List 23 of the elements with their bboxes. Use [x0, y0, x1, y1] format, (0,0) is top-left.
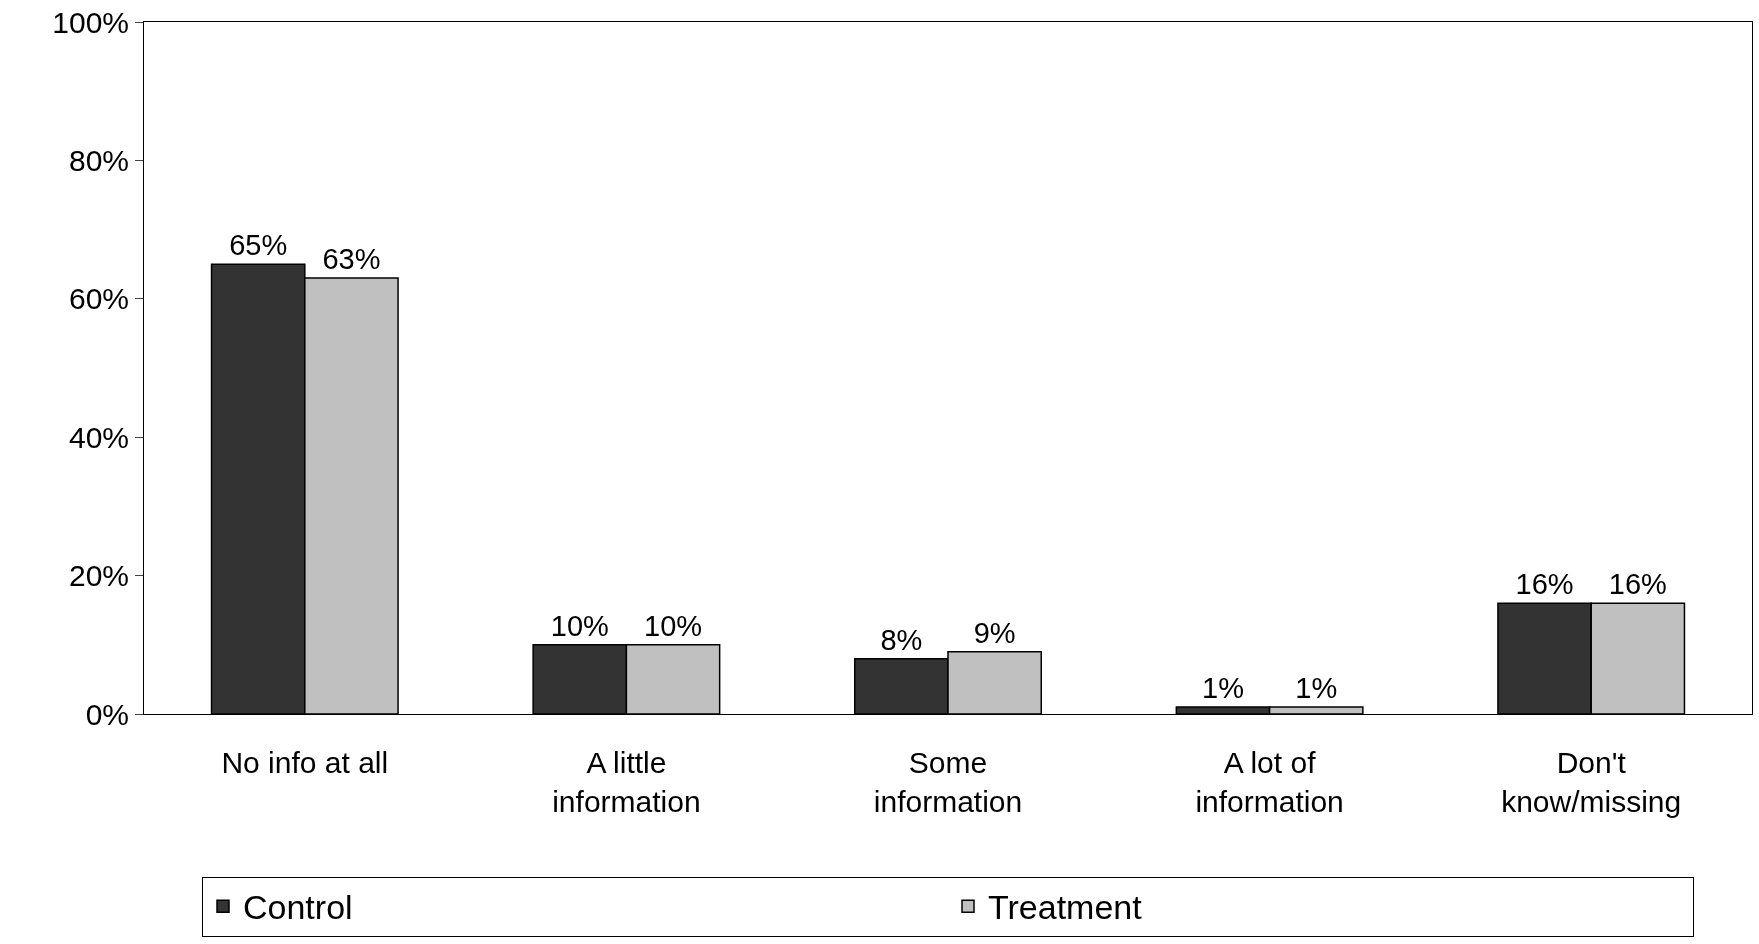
y-tick-label: 100% [52, 5, 129, 39]
x-tick-label: A lot of information [1195, 746, 1344, 818]
x-tick-label: A little information [552, 746, 701, 818]
data-label: 1% [1202, 672, 1244, 705]
data-label: 9% [973, 616, 1016, 649]
legend-label: Treatment [988, 888, 1143, 927]
data-label: 8% [880, 623, 923, 656]
y-tick-label: 80% [68, 143, 129, 177]
y-tick-label: 0% [85, 697, 129, 731]
y-tick-label: 20% [68, 559, 129, 593]
x-tick-label: No info at all [221, 746, 389, 779]
data-label: 10% [644, 609, 703, 642]
data-label: 16% [1515, 568, 1574, 601]
y-tick-label: 40% [68, 420, 129, 454]
data-label: 65% [229, 229, 288, 262]
data-label: 16% [1608, 568, 1667, 601]
x-tick-label: Some information [873, 746, 1023, 818]
y-tick-label: 60% [68, 282, 129, 316]
x-tick-label: Don't know/missing [1501, 746, 1682, 818]
data-label: 1% [1295, 672, 1338, 705]
data-label: 63% [322, 243, 381, 276]
legend-label: Control [243, 888, 353, 927]
data-label: 10% [550, 609, 609, 642]
